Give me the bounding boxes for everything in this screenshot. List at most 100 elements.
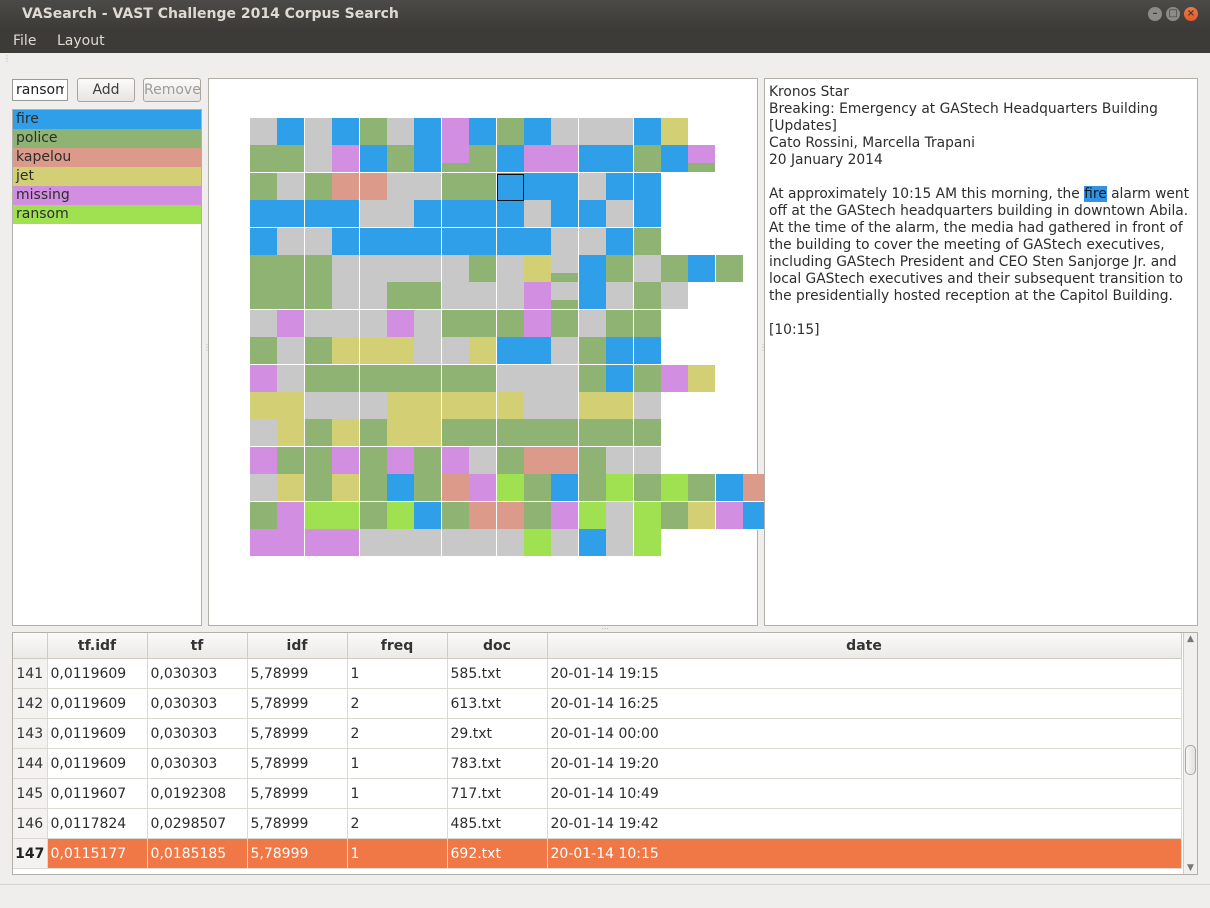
document-cell[interactable] — [578, 227, 607, 256]
document-cell[interactable] — [414, 172, 443, 201]
cell-date[interactable]: 20-01-14 00:00 — [547, 718, 1182, 749]
cell-doc[interactable]: 485.txt — [447, 808, 548, 839]
document-cell[interactable] — [359, 309, 388, 338]
document-cell[interactable] — [359, 172, 388, 201]
document-cell[interactable] — [441, 282, 470, 311]
document-cell[interactable] — [441, 255, 470, 283]
document-cell[interactable] — [469, 337, 498, 366]
document-cell[interactable] — [414, 392, 443, 420]
document-cell[interactable] — [551, 227, 580, 256]
document-cell[interactable] — [304, 474, 333, 503]
document-cell[interactable] — [496, 337, 525, 366]
cell-tfidf[interactable]: 0,0119609 — [47, 688, 148, 719]
document-cell[interactable] — [250, 255, 278, 283]
table-row[interactable]: 141 0,0119609 0,030303 5,78999 1 585.txt 20-01… — [13, 658, 1182, 689]
document-cell[interactable] — [387, 501, 415, 530]
row-number[interactable]: 147 — [13, 838, 48, 869]
document-cell[interactable] — [578, 337, 607, 366]
document-cell[interactable] — [277, 419, 306, 448]
document-cell[interactable] — [387, 419, 415, 448]
table-scrollbar[interactable]: ▲ ▼ — [1183, 633, 1197, 874]
document-cell[interactable] — [551, 337, 580, 366]
document-cell[interactable] — [332, 392, 361, 420]
document-cell[interactable] — [332, 474, 361, 503]
document-cell[interactable] — [551, 282, 580, 311]
document-cell[interactable] — [661, 474, 689, 503]
document-cell[interactable] — [496, 529, 525, 557]
document-cell[interactable] — [524, 227, 552, 256]
document-cell[interactable] — [633, 446, 662, 475]
document-cell[interactable] — [332, 200, 361, 229]
document-cell[interactable] — [414, 474, 443, 503]
document-cell[interactable] — [661, 364, 689, 393]
document-cell[interactable] — [633, 200, 662, 229]
document-cell[interactable] — [551, 118, 580, 146]
document-cell[interactable] — [414, 227, 443, 256]
document-cell[interactable] — [277, 227, 306, 256]
document-cell[interactable] — [387, 474, 415, 503]
document-cell[interactable] — [496, 501, 525, 530]
document-cell[interactable] — [414, 118, 443, 146]
table-row[interactable]: 147 0,0115177 0,0185185 5,78999 1 692.txt 20-0… — [13, 838, 1182, 869]
document-cell[interactable] — [277, 255, 306, 283]
document-cell[interactable] — [250, 501, 278, 530]
cell-doc[interactable]: 585.txt — [447, 658, 548, 689]
cell-doc[interactable]: 29.txt — [447, 718, 548, 749]
document-cell[interactable] — [688, 255, 717, 283]
document-cell[interactable] — [469, 200, 498, 229]
term-item-kapelou[interactable]: kapelou — [13, 148, 201, 167]
document-cell[interactable] — [551, 474, 580, 503]
document-cell[interactable] — [250, 227, 278, 256]
splitter-handle[interactable]: ⋮ — [759, 343, 767, 352]
document-cell[interactable] — [414, 200, 443, 229]
document-cell[interactable] — [496, 227, 525, 256]
cell-freq[interactable]: 1 — [347, 778, 448, 809]
document-cell[interactable] — [359, 337, 388, 366]
document-cell[interactable] — [414, 364, 443, 393]
document-cell[interactable] — [496, 255, 525, 283]
document-cell[interactable] — [359, 392, 388, 420]
document-cell[interactable] — [524, 337, 552, 366]
cell-idf[interactable]: 5,78999 — [247, 658, 348, 689]
document-cell[interactable] — [661, 145, 689, 174]
cell-tf[interactable]: 0,030303 — [147, 718, 248, 749]
row-number[interactable]: 145 — [13, 778, 48, 809]
table-row[interactable]: 142 0,0119609 0,030303 5,78999 2 613.txt 20-01… — [13, 688, 1182, 719]
document-cell[interactable] — [387, 145, 415, 174]
document-cell[interactable] — [606, 282, 635, 311]
document-cell[interactable] — [633, 282, 662, 311]
document-cell[interactable] — [359, 282, 388, 311]
document-cell[interactable] — [441, 446, 470, 475]
document-cell[interactable] — [359, 200, 388, 229]
document-cell[interactable] — [414, 446, 443, 475]
document-cell[interactable] — [633, 501, 662, 530]
cell-idf[interactable]: 5,78999 — [247, 688, 348, 719]
document-cell[interactable] — [332, 446, 361, 475]
column-header-tf[interactable]: tf — [147, 633, 248, 659]
document-cell[interactable] — [387, 172, 415, 201]
cell-tf[interactable]: 0,0185185 — [147, 838, 248, 869]
document-cell[interactable] — [524, 474, 552, 503]
cell-tf[interactable]: 0,0192308 — [147, 778, 248, 809]
document-cell[interactable] — [606, 200, 635, 229]
document-cell[interactable] — [524, 419, 552, 448]
column-header-doc[interactable]: doc — [447, 633, 548, 659]
cell-doc[interactable]: 692.txt — [447, 838, 548, 869]
document-cell[interactable] — [578, 474, 607, 503]
document-cell[interactable] — [304, 501, 333, 530]
document-cell[interactable] — [277, 337, 306, 366]
document-cell[interactable] — [250, 474, 278, 503]
document-cell[interactable] — [332, 309, 361, 338]
document-cell[interactable] — [304, 392, 333, 420]
document-cell[interactable] — [332, 501, 361, 530]
cell-freq[interactable]: 1 — [347, 748, 448, 779]
row-number[interactable]: 141 — [13, 658, 48, 689]
document-cell[interactable] — [441, 364, 470, 393]
document-cell[interactable] — [277, 200, 306, 229]
document-cell[interactable] — [496, 145, 525, 174]
document-cell[interactable] — [277, 172, 306, 201]
cell-tfidf[interactable]: 0,0119609 — [47, 748, 148, 779]
document-cell[interactable] — [277, 364, 306, 393]
scroll-down-icon[interactable]: ▼ — [1187, 863, 1194, 873]
document-cell[interactable] — [551, 392, 580, 420]
